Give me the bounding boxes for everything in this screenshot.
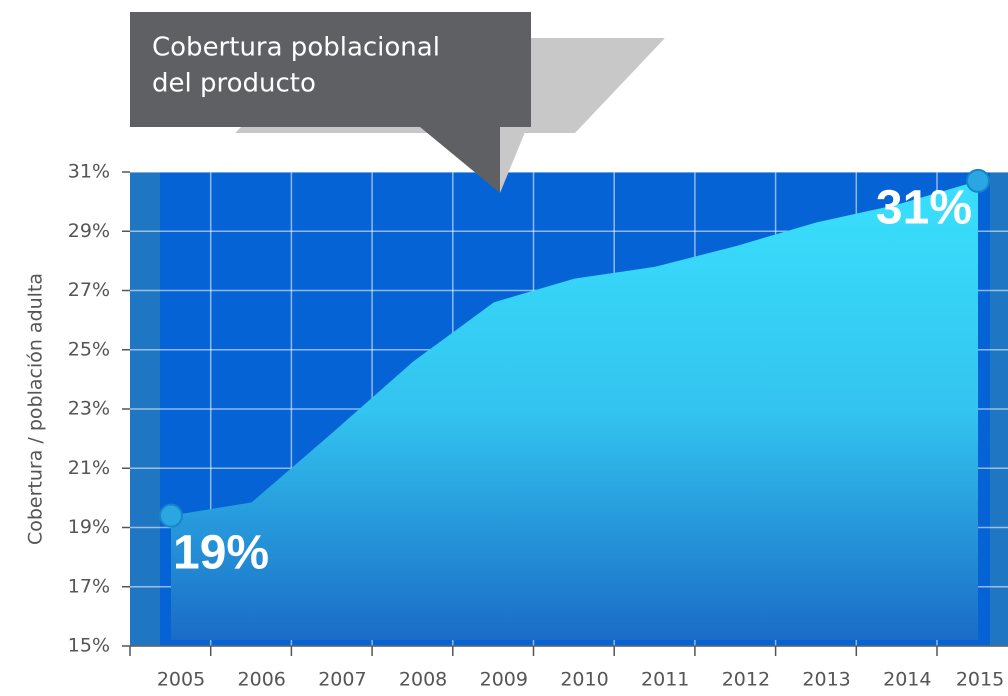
y-tick-label: 23% bbox=[68, 398, 110, 420]
y-tick-label: 29% bbox=[68, 220, 110, 242]
point bbox=[966, 168, 990, 193]
y-tick-label: 21% bbox=[68, 457, 110, 479]
callout-shadow bbox=[500, 120, 530, 193]
x-tick-label: 2013 bbox=[802, 669, 850, 691]
y-tick-label: 27% bbox=[68, 279, 110, 301]
x-tick-label: 2009 bbox=[480, 669, 528, 691]
x-tick-label: 2014 bbox=[883, 669, 931, 691]
x-tick-label: 2006 bbox=[238, 669, 286, 691]
x-tick-label: 2010 bbox=[560, 669, 608, 691]
y-tick-label: 31% bbox=[68, 161, 110, 183]
y-tick-label: 25% bbox=[68, 338, 110, 360]
y-tick-label: 19% bbox=[68, 516, 110, 538]
x-tick-label: 2015 bbox=[956, 669, 1004, 691]
point bbox=[159, 503, 183, 528]
y-axis-label: Cobertura / población adulta bbox=[25, 273, 47, 545]
x-tick-label: 2008 bbox=[399, 669, 447, 691]
x-tick-label: 2012 bbox=[722, 669, 770, 691]
value-label: 19% bbox=[173, 526, 269, 579]
area bbox=[171, 180, 978, 640]
x-tick-label: 2011 bbox=[641, 669, 689, 691]
annotation: Cobertura poblacional bbox=[152, 33, 440, 63]
y-tick-label: 15% bbox=[68, 635, 110, 657]
x-tick-label: 2007 bbox=[318, 669, 366, 691]
value-label: 31% bbox=[876, 182, 972, 235]
annotation: del producto bbox=[152, 69, 316, 99]
y-tick-label: 17% bbox=[68, 575, 110, 597]
callout-pointer bbox=[420, 127, 500, 193]
callout bbox=[130, 12, 531, 127]
x-tick-label: 2005 bbox=[157, 669, 205, 691]
